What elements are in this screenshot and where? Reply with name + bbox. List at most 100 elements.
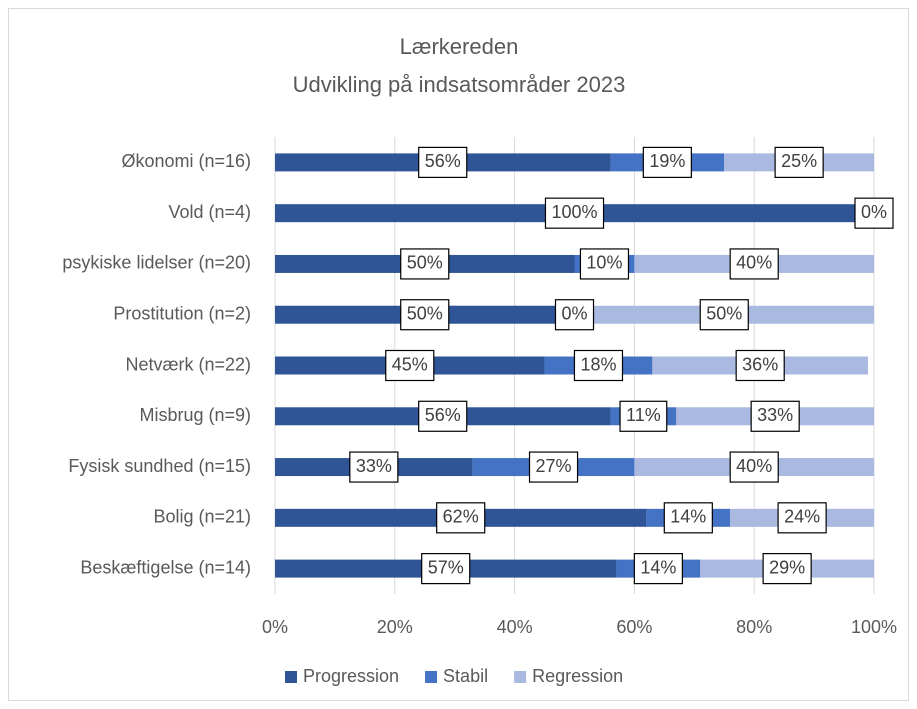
data-label: 10% bbox=[579, 248, 630, 280]
y-tick-label: Fysisk sundhed (n=15) bbox=[68, 456, 251, 476]
data-label-box bbox=[400, 248, 450, 280]
data-label-box bbox=[421, 553, 471, 585]
data-label: 40% bbox=[729, 451, 779, 483]
data-label: 0% bbox=[554, 299, 595, 331]
data-label: 18% bbox=[573, 349, 624, 382]
data-label: 19% bbox=[642, 146, 692, 178]
data-label: 56% bbox=[418, 400, 468, 432]
data-label-text: 14% bbox=[640, 557, 676, 577]
data-label-text: 57% bbox=[428, 557, 464, 577]
data-label-text: 56% bbox=[425, 151, 461, 171]
data-label-text: 29% bbox=[769, 557, 805, 577]
data-label-text: 27% bbox=[536, 456, 572, 476]
data-label: 24% bbox=[777, 502, 827, 534]
data-label-box bbox=[699, 299, 749, 331]
data-label-text: 14% bbox=[670, 507, 706, 527]
data-label-box bbox=[418, 400, 468, 432]
data-label: 0% bbox=[854, 197, 894, 229]
data-label-box bbox=[619, 400, 668, 432]
data-label-box bbox=[774, 146, 824, 178]
data-label: 14% bbox=[633, 553, 683, 585]
legend-label: Stabil bbox=[443, 666, 488, 686]
data-label-text: 56% bbox=[425, 405, 461, 425]
data-label: 25% bbox=[774, 146, 824, 178]
data-label: 62% bbox=[436, 502, 486, 534]
legend-label: Progression bbox=[303, 666, 399, 686]
data-label-text: 33% bbox=[757, 405, 793, 425]
data-label: 56% bbox=[418, 146, 468, 178]
data-label-box bbox=[642, 146, 692, 178]
data-label-text: 33% bbox=[356, 456, 392, 476]
legend-swatch bbox=[425, 671, 438, 683]
data-label-box bbox=[349, 451, 399, 483]
data-label: 40% bbox=[729, 248, 779, 280]
data-label-box bbox=[762, 553, 812, 585]
data-label-text: 18% bbox=[580, 354, 616, 374]
data-label-box bbox=[750, 400, 800, 432]
data-label-box bbox=[418, 146, 468, 178]
data-label-box bbox=[385, 349, 435, 382]
y-tick-label: psykiske lidelser (n=20) bbox=[62, 253, 251, 273]
legend-label: Regression bbox=[532, 666, 623, 686]
data-label-box bbox=[528, 451, 579, 483]
data-label-box bbox=[579, 248, 630, 280]
data-label-text: 62% bbox=[443, 507, 479, 527]
data-label-box bbox=[400, 299, 450, 331]
y-tick-label: Prostitution (n=2) bbox=[113, 303, 251, 323]
x-tick-label: 40% bbox=[497, 617, 533, 637]
data-label: 45% bbox=[385, 349, 435, 382]
y-tick-label: Beskæftigelse (n=14) bbox=[80, 557, 251, 577]
data-label-box bbox=[554, 299, 595, 331]
chart-title: Lærkereden bbox=[400, 34, 519, 59]
x-tick-label: 80% bbox=[736, 617, 772, 637]
data-label-text: 50% bbox=[407, 303, 443, 323]
chart-subtitle: Udvikling på indsatsområder 2023 bbox=[293, 72, 626, 97]
data-label-box bbox=[544, 197, 605, 229]
data-label: 57% bbox=[421, 553, 471, 585]
data-label-box bbox=[729, 451, 779, 483]
legend-swatch bbox=[514, 671, 527, 683]
data-label: 50% bbox=[400, 248, 450, 280]
data-label-text: 24% bbox=[784, 507, 820, 527]
x-tick-label: 20% bbox=[377, 617, 413, 637]
data-label-text: 50% bbox=[407, 253, 443, 273]
data-label-text: 10% bbox=[586, 253, 622, 273]
data-label: 33% bbox=[349, 451, 399, 483]
data-label-box bbox=[729, 248, 779, 280]
data-label-box bbox=[854, 197, 894, 229]
y-tick-label: Bolig (n=21) bbox=[153, 507, 251, 527]
data-label-text: 40% bbox=[736, 456, 772, 476]
data-label-text: 50% bbox=[706, 303, 742, 323]
legend-swatch bbox=[285, 671, 297, 683]
data-label-box bbox=[735, 349, 785, 382]
data-label-text: 45% bbox=[392, 354, 428, 374]
data-label: 29% bbox=[762, 553, 812, 585]
data-label: 11% bbox=[619, 400, 668, 432]
y-tick-label: Misbrug (n=9) bbox=[139, 405, 251, 425]
data-label: 36% bbox=[735, 349, 785, 382]
y-tick-label: Netværk (n=22) bbox=[125, 354, 251, 374]
data-label-text: 25% bbox=[781, 151, 817, 171]
data-label: 100% bbox=[544, 197, 605, 229]
data-label: 50% bbox=[699, 299, 749, 331]
data-label-box bbox=[777, 502, 827, 534]
data-label-box bbox=[573, 349, 624, 382]
data-label: 33% bbox=[750, 400, 800, 432]
data-label: 14% bbox=[663, 502, 713, 534]
data-label-box bbox=[436, 502, 486, 534]
y-tick-label: Vold (n=4) bbox=[168, 202, 251, 222]
y-tick-label: Økonomi (n=16) bbox=[121, 151, 251, 171]
x-tick-label: 60% bbox=[616, 617, 652, 637]
data-label-box bbox=[633, 553, 683, 585]
data-label: 27% bbox=[528, 451, 579, 483]
data-label-text: 40% bbox=[736, 253, 772, 273]
data-label-text: 0% bbox=[561, 303, 587, 323]
data-label-text: 100% bbox=[551, 202, 597, 222]
data-label-text: 36% bbox=[742, 354, 778, 374]
data-label-box bbox=[663, 502, 713, 534]
x-tick-label: 0% bbox=[262, 617, 288, 637]
x-tick-label: 100% bbox=[851, 617, 897, 637]
data-label-text: 19% bbox=[649, 151, 685, 171]
data-label-text: 11% bbox=[626, 405, 661, 425]
